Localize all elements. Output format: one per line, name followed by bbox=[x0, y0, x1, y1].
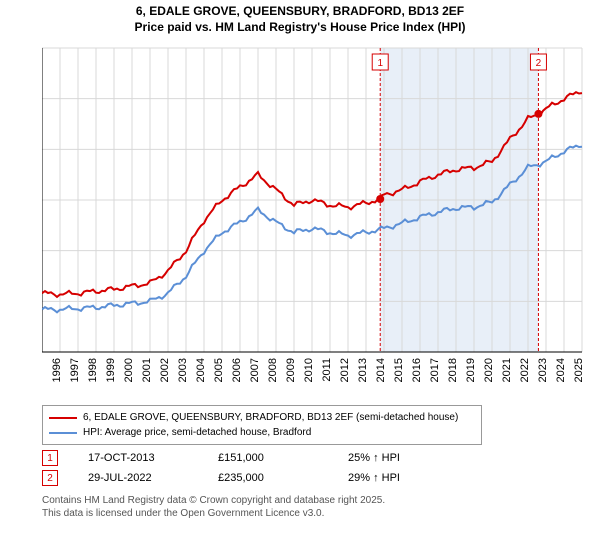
svg-text:2007: 2007 bbox=[249, 358, 261, 382]
svg-text:2013: 2013 bbox=[357, 358, 369, 382]
svg-text:2019: 2019 bbox=[465, 358, 477, 382]
svg-text:2015: 2015 bbox=[393, 358, 405, 382]
legend-label: 6, EDALE GROVE, QUEENSBURY, BRADFORD, BD… bbox=[83, 410, 458, 425]
svg-text:2020: 2020 bbox=[483, 358, 495, 382]
markers-table: 1 17-OCT-2013£151,00025% ↑ HPI 2 29-JUL-202… bbox=[42, 448, 522, 488]
svg-text:2022: 2022 bbox=[519, 358, 531, 382]
svg-text:2005: 2005 bbox=[213, 358, 225, 382]
footer-line-1: Contains HM Land Registry data © Crown c… bbox=[42, 494, 385, 507]
chart-title: 6, EDALE GROVE, QUEENSBURY, BRADFORD, BD… bbox=[0, 0, 600, 35]
svg-text:2010: 2010 bbox=[303, 358, 315, 382]
legend-swatch bbox=[49, 432, 77, 434]
svg-text:2002: 2002 bbox=[159, 358, 171, 382]
price-chart: £0£50K£100K£150K£200K£250K£300K199519961… bbox=[42, 42, 588, 392]
svg-text:2023: 2023 bbox=[537, 358, 549, 382]
marker-dot-1 bbox=[376, 195, 384, 203]
svg-text:1998: 1998 bbox=[87, 358, 99, 382]
svg-text:2025: 2025 bbox=[573, 358, 585, 382]
footer-line-2: This data is licensed under the Open Gov… bbox=[42, 507, 385, 520]
marker-number-box: 2 bbox=[42, 470, 58, 486]
marker-delta: 29% ↑ HPI bbox=[348, 472, 478, 484]
legend: 6, EDALE GROVE, QUEENSBURY, BRADFORD, BD… bbox=[42, 405, 482, 445]
svg-text:1995: 1995 bbox=[42, 358, 45, 382]
marker-delta: 25% ↑ HPI bbox=[348, 452, 478, 464]
svg-text:2021: 2021 bbox=[501, 358, 513, 382]
title-line-1: 6, EDALE GROVE, QUEENSBURY, BRADFORD, BD… bbox=[0, 4, 600, 20]
marker-row: 1 17-OCT-2013£151,00025% ↑ HPI bbox=[42, 448, 522, 468]
marker-date: 17-OCT-2013 bbox=[88, 452, 218, 464]
legend-label: HPI: Average price, semi-detached house,… bbox=[83, 425, 311, 440]
svg-text:2016: 2016 bbox=[411, 358, 423, 382]
marker-price: £151,000 bbox=[218, 452, 348, 464]
marker-row: 2 29-JUL-2022£235,00029% ↑ HPI bbox=[42, 468, 522, 488]
svg-text:2000: 2000 bbox=[123, 358, 135, 382]
svg-text:2004: 2004 bbox=[195, 358, 207, 382]
svg-text:2001: 2001 bbox=[141, 358, 153, 382]
svg-text:1996: 1996 bbox=[51, 358, 63, 382]
marker-dot-2 bbox=[534, 110, 542, 118]
svg-text:2003: 2003 bbox=[177, 358, 189, 382]
marker-price: £235,000 bbox=[218, 472, 348, 484]
svg-text:1999: 1999 bbox=[105, 358, 117, 382]
legend-swatch bbox=[49, 417, 77, 419]
svg-text:2011: 2011 bbox=[321, 358, 333, 382]
marker-date: 29-JUL-2022 bbox=[88, 472, 218, 484]
title-line-2: Price paid vs. HM Land Registry's House … bbox=[0, 20, 600, 36]
legend-row: HPI: Average price, semi-detached house,… bbox=[49, 425, 475, 440]
svg-text:2: 2 bbox=[536, 58, 542, 69]
marker-number-box: 1 bbox=[42, 450, 58, 466]
svg-text:2009: 2009 bbox=[285, 358, 297, 382]
svg-text:2008: 2008 bbox=[267, 358, 279, 382]
legend-row: 6, EDALE GROVE, QUEENSBURY, BRADFORD, BD… bbox=[49, 410, 475, 425]
svg-text:2012: 2012 bbox=[339, 358, 351, 382]
svg-text:2014: 2014 bbox=[375, 358, 387, 382]
svg-text:2017: 2017 bbox=[429, 358, 441, 382]
svg-text:1: 1 bbox=[377, 58, 383, 69]
svg-text:2006: 2006 bbox=[231, 358, 243, 382]
svg-text:1997: 1997 bbox=[69, 358, 81, 382]
chart-container: 6, EDALE GROVE, QUEENSBURY, BRADFORD, BD… bbox=[0, 0, 600, 560]
attribution-footer: Contains HM Land Registry data © Crown c… bbox=[42, 494, 385, 520]
svg-text:2024: 2024 bbox=[555, 358, 567, 382]
svg-text:2018: 2018 bbox=[447, 358, 459, 382]
